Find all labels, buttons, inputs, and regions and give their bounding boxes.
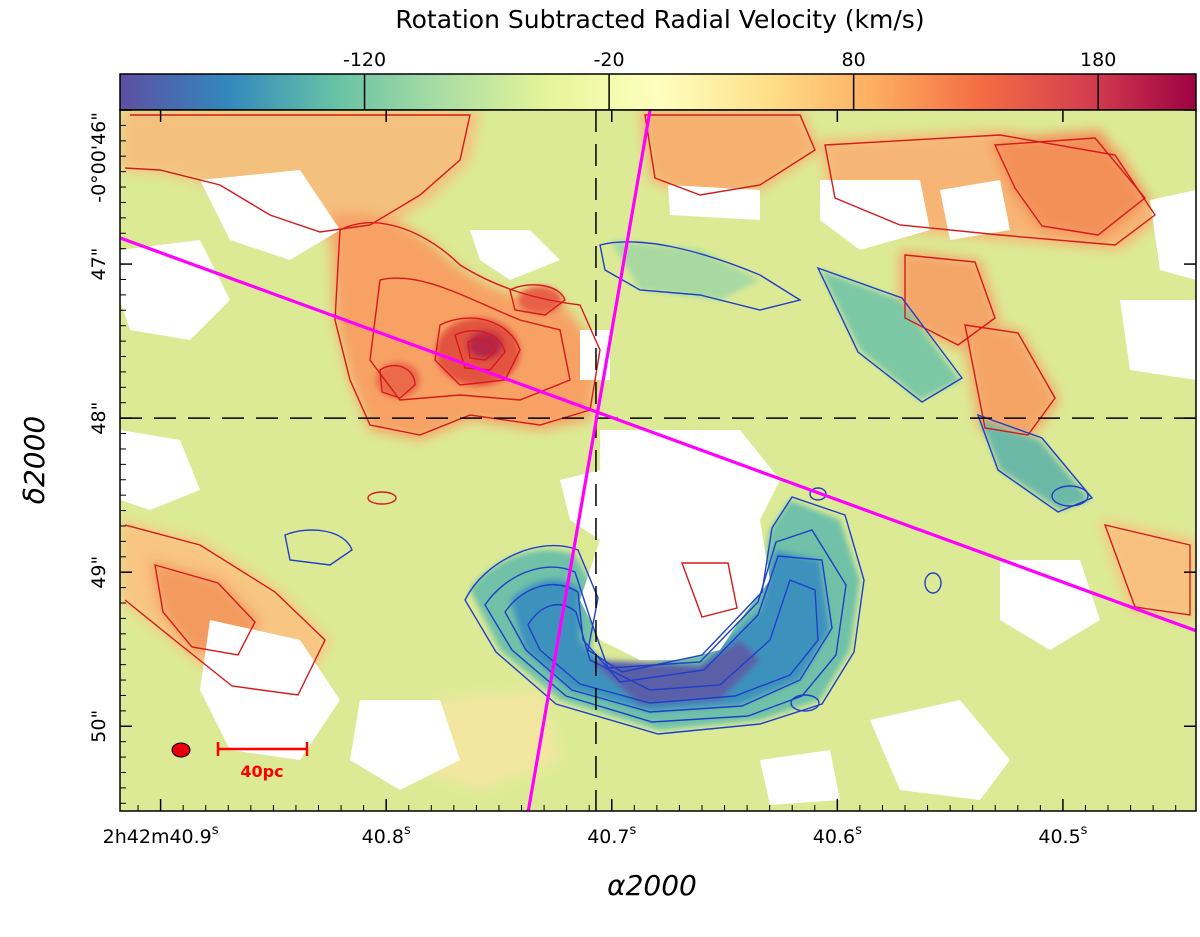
y-tick-label: 49" (88, 556, 110, 589)
x-tick-label: 40.6s (813, 823, 862, 848)
x-axis-title: α2000 (607, 869, 697, 902)
colorbar: -120 -20 80 180 (119, 49, 1197, 111)
x-tick-label: 40.7s (587, 823, 636, 848)
x-tick-label: 40.5s (1038, 823, 1087, 848)
y-tick-label: 50" (88, 710, 110, 743)
magenta-axis-1 (120, 236, 1196, 633)
reference-cross (120, 110, 1196, 811)
x-axis: 2h42m40.9s 40.8s 40.7s 40.6s 40.5s (103, 110, 1177, 848)
y-axis-title: δ2000 (18, 416, 51, 504)
plot-frame (119, 109, 1197, 812)
x-tick-label: 2h42m40.9s (103, 823, 219, 848)
colorbar-tick-label: -20 (594, 49, 625, 71)
y-tick-label: 47" (88, 248, 110, 281)
x-tick-label: 40.8s (362, 823, 411, 848)
masked-regions (120, 170, 1196, 805)
scale-bar (216, 742, 309, 756)
colorbar-tick-label: 80 (842, 49, 866, 71)
scale-bar-label: 40pc (240, 762, 283, 781)
y-axis: -0°00'46" 47" 48" 49" 50" (88, 109, 1196, 804)
colorbar-tick-label: -120 (343, 49, 386, 71)
magenta-axis-2 (526, 110, 652, 811)
colorbar-gradient (119, 73, 1197, 111)
beam-ellipse (171, 742, 191, 758)
velocity-map (120, 110, 1196, 811)
blue-contours (284, 241, 1094, 735)
y-tick-label: -0°00'46" (88, 112, 110, 203)
colorbar-title: Rotation Subtracted Radial Velocity (km/… (395, 5, 924, 34)
y-tick-label: 48" (88, 402, 110, 435)
red-contours (124, 114, 1191, 696)
colorbar-tick-label: 180 (1080, 49, 1116, 71)
